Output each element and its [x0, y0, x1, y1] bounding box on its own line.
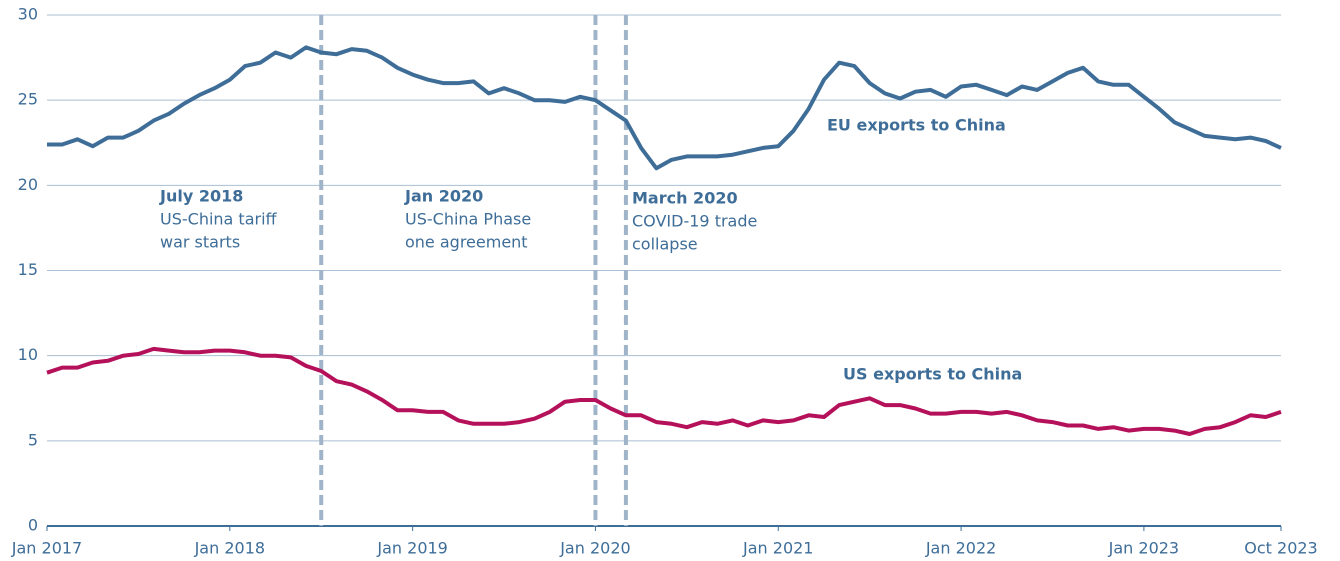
x-tick-label: Jan 2017: [11, 539, 82, 558]
y-tick-label: 25: [18, 90, 38, 109]
annotation-text: collapse: [632, 235, 698, 254]
x-tick-label: Jan 2020: [559, 539, 630, 558]
y-tick-label: 0: [28, 516, 38, 535]
x-tick-label: Jan 2023: [1108, 539, 1179, 558]
annotation-title: Jan 2020: [404, 187, 483, 206]
y-tick-label: 20: [18, 175, 38, 194]
series-label: US exports to China: [843, 365, 1022, 384]
annotation-text: US-China tariff: [160, 210, 278, 229]
series-line: [47, 45, 1282, 171]
series-line: [46, 346, 1282, 436]
annotation-title: July 2018: [159, 187, 243, 206]
x-tick-label: Jan 2018: [194, 539, 265, 558]
annotation-text: one agreement: [405, 233, 528, 252]
y-tick-label: 15: [18, 260, 38, 279]
x-tick-label: Jan 2019: [376, 539, 447, 558]
annotation-title: March 2020: [632, 189, 738, 208]
x-tick-label: Jan 2021: [742, 539, 813, 558]
annotation-text: COVID-19 trade: [632, 212, 757, 231]
annotation-text: US-China Phase: [405, 210, 531, 229]
x-tick-label: Oct 2023: [1244, 539, 1317, 558]
series-label: EU exports to China: [827, 116, 1006, 135]
y-tick-label: 10: [18, 345, 38, 364]
y-tick-label: 30: [18, 5, 38, 24]
annotation-text: war starts: [160, 233, 240, 252]
y-tick-label: 5: [28, 430, 38, 449]
x-tick-label: Jan 2022: [925, 539, 996, 558]
